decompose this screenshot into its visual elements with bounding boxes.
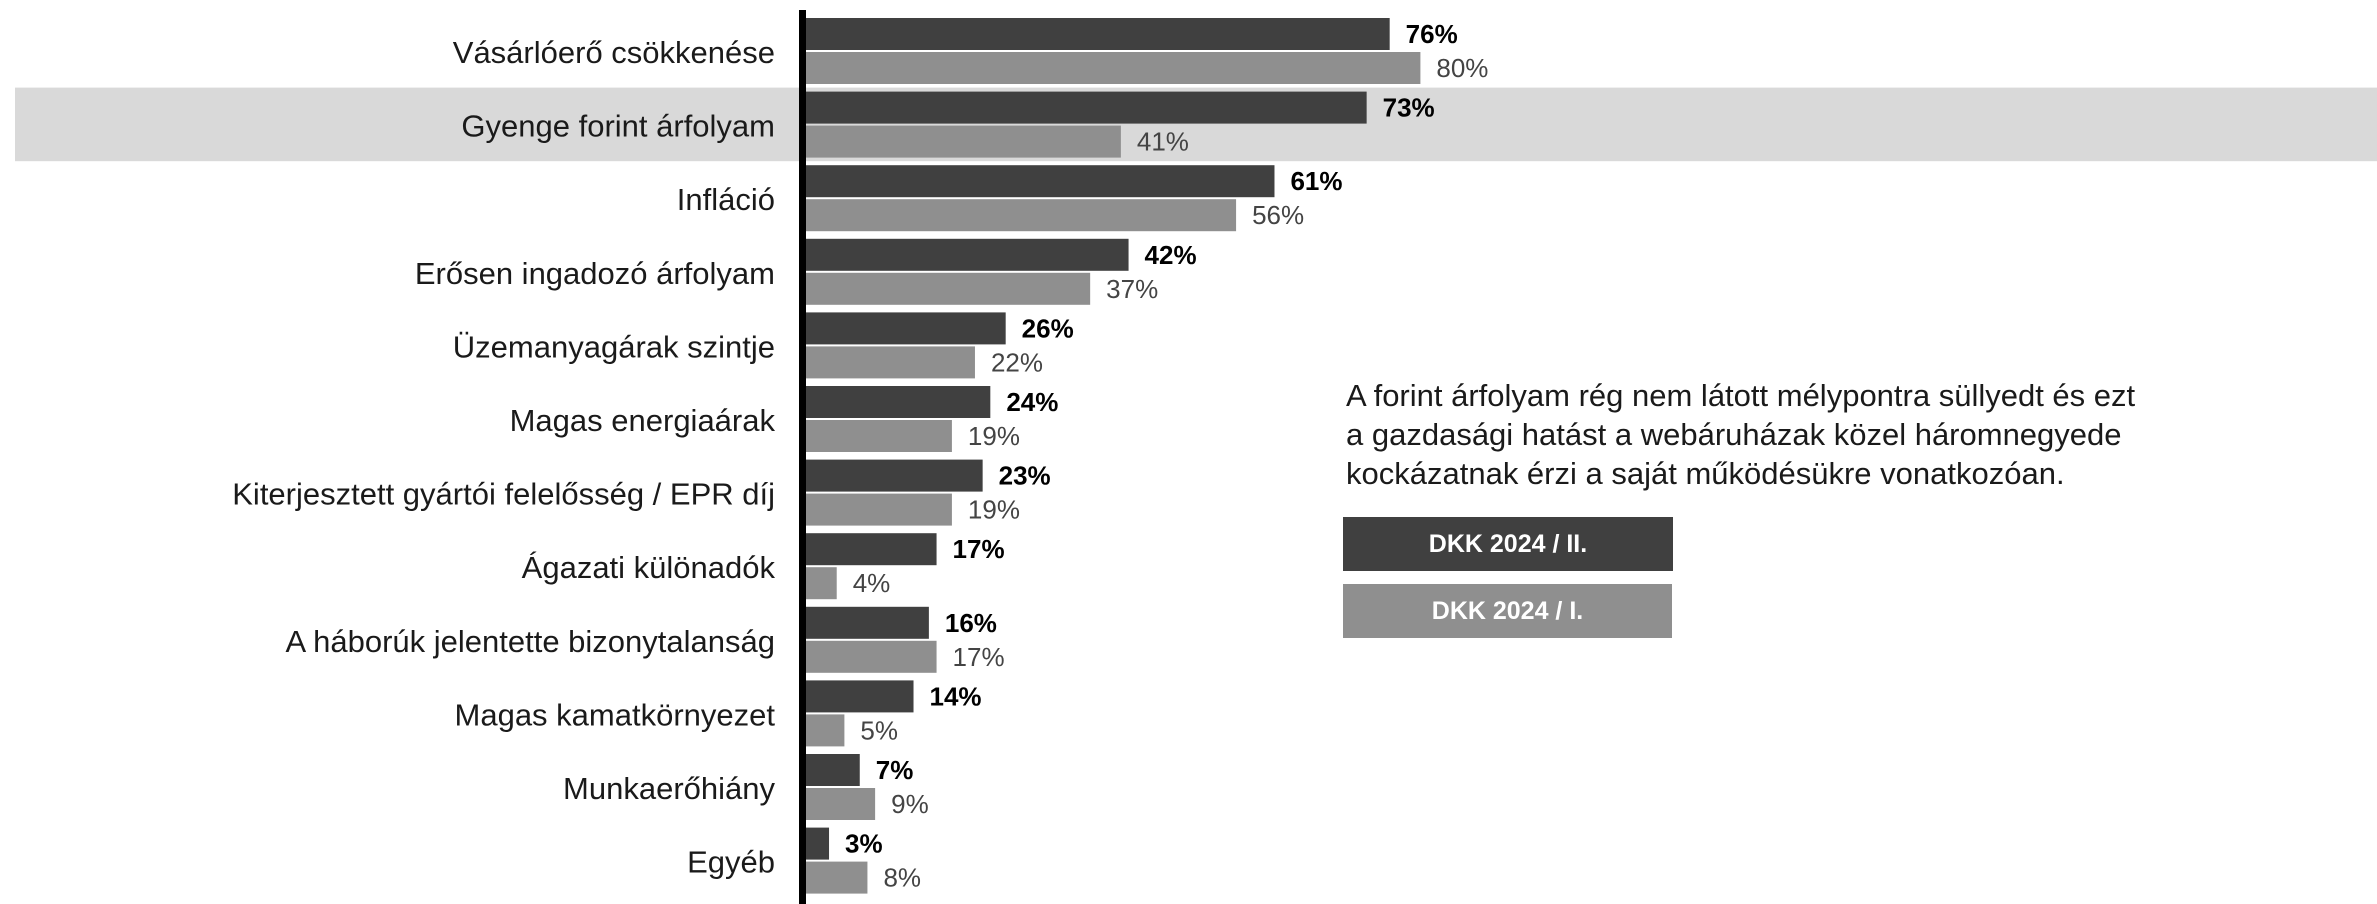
category-label: A háborúk jelentette bizonytalanság (286, 624, 775, 659)
data-label: 19% (968, 495, 1020, 525)
data-label: 42% (1145, 240, 1197, 270)
bar-series-1 (806, 680, 914, 713)
category-label: Ágazati különadók (522, 550, 776, 585)
category-label: Egyéb (687, 845, 775, 880)
bar-series-2 (806, 272, 1091, 305)
data-label: 7% (876, 755, 914, 785)
bar-series-1 (806, 459, 983, 492)
category-label: Munkaerőhiány (563, 771, 775, 806)
data-label: 37% (1106, 274, 1158, 304)
bar-series-1 (806, 165, 1275, 198)
category-label: Gyenge forint árfolyam (461, 109, 775, 144)
bar-series-1 (806, 533, 937, 566)
data-label: 24% (1006, 387, 1058, 417)
data-label: 76% (1406, 19, 1458, 49)
bar-series-1 (806, 312, 1006, 345)
bar-series-2 (806, 714, 845, 747)
bar-series-1 (806, 238, 1129, 271)
data-label: 23% (999, 461, 1051, 491)
data-label: 5% (860, 715, 898, 745)
annotation-text: A forint árfolyam rég nem látott mélypon… (1346, 376, 2246, 493)
category-label: Vásárlóerő csökkenése (453, 35, 775, 70)
data-label: 3% (845, 829, 883, 859)
data-label: 17% (953, 642, 1005, 672)
bar-series-1 (806, 606, 929, 639)
bar-series-2 (806, 788, 876, 820)
data-label: 9% (891, 789, 929, 819)
bar-series-1 (806, 91, 1367, 124)
bar-series-2 (806, 861, 868, 894)
bar-series-1 (806, 827, 830, 860)
bar-series-1 (806, 754, 860, 786)
data-label: 22% (991, 347, 1043, 377)
data-label: 8% (883, 863, 921, 893)
data-label: 19% (968, 421, 1020, 451)
bar-series-1 (806, 386, 991, 418)
annotation-line: A forint árfolyam rég nem látott mélypon… (1346, 378, 2136, 413)
data-label: 4% (853, 568, 891, 598)
legend-item-series-2: DKK 2024 / I. (1343, 584, 1672, 638)
bar-series-2 (806, 52, 1421, 84)
legend-label: DKK 2024 / I. (1431, 596, 1584, 625)
bar-series-2 (806, 640, 937, 673)
data-label: 56% (1252, 200, 1304, 230)
data-label: 80% (1436, 53, 1488, 83)
bar-series-1 (806, 18, 1390, 50)
bar-series-2 (806, 346, 975, 379)
category-label: Infláció (677, 182, 775, 217)
bar-series-2 (806, 125, 1121, 158)
data-label: 41% (1137, 127, 1189, 157)
legend-label: DKK 2024 / II. (1428, 529, 1588, 558)
category-label: Magas energiaárak (510, 403, 776, 438)
data-label: 61% (1290, 166, 1342, 196)
data-label: 16% (945, 608, 997, 638)
data-label: 73% (1383, 93, 1435, 123)
y-axis-line (799, 10, 806, 904)
category-label: Üzemanyagárak szintje (453, 329, 775, 364)
data-label: 14% (930, 681, 982, 711)
bar-series-2 (806, 567, 837, 600)
annotation-line: kockázatnak érzi a saját működésükre von… (1346, 456, 2065, 491)
legend-item-series-1: DKK 2024 / II. (1343, 517, 1673, 571)
bar-series-2 (806, 199, 1237, 232)
category-label: Kiterjesztett gyártói felelősség / EPR d… (232, 477, 775, 512)
bar-series-2 (806, 420, 952, 452)
bar-series-2 (806, 493, 952, 526)
category-label: Magas kamatkörnyezet (455, 697, 776, 732)
annotation-line: a gazdasági hatást a webáruházak közel h… (1346, 417, 2122, 452)
category-label: Erősen ingadozó árfolyam (415, 256, 775, 291)
data-label: 17% (953, 534, 1005, 564)
data-label: 26% (1022, 313, 1074, 343)
